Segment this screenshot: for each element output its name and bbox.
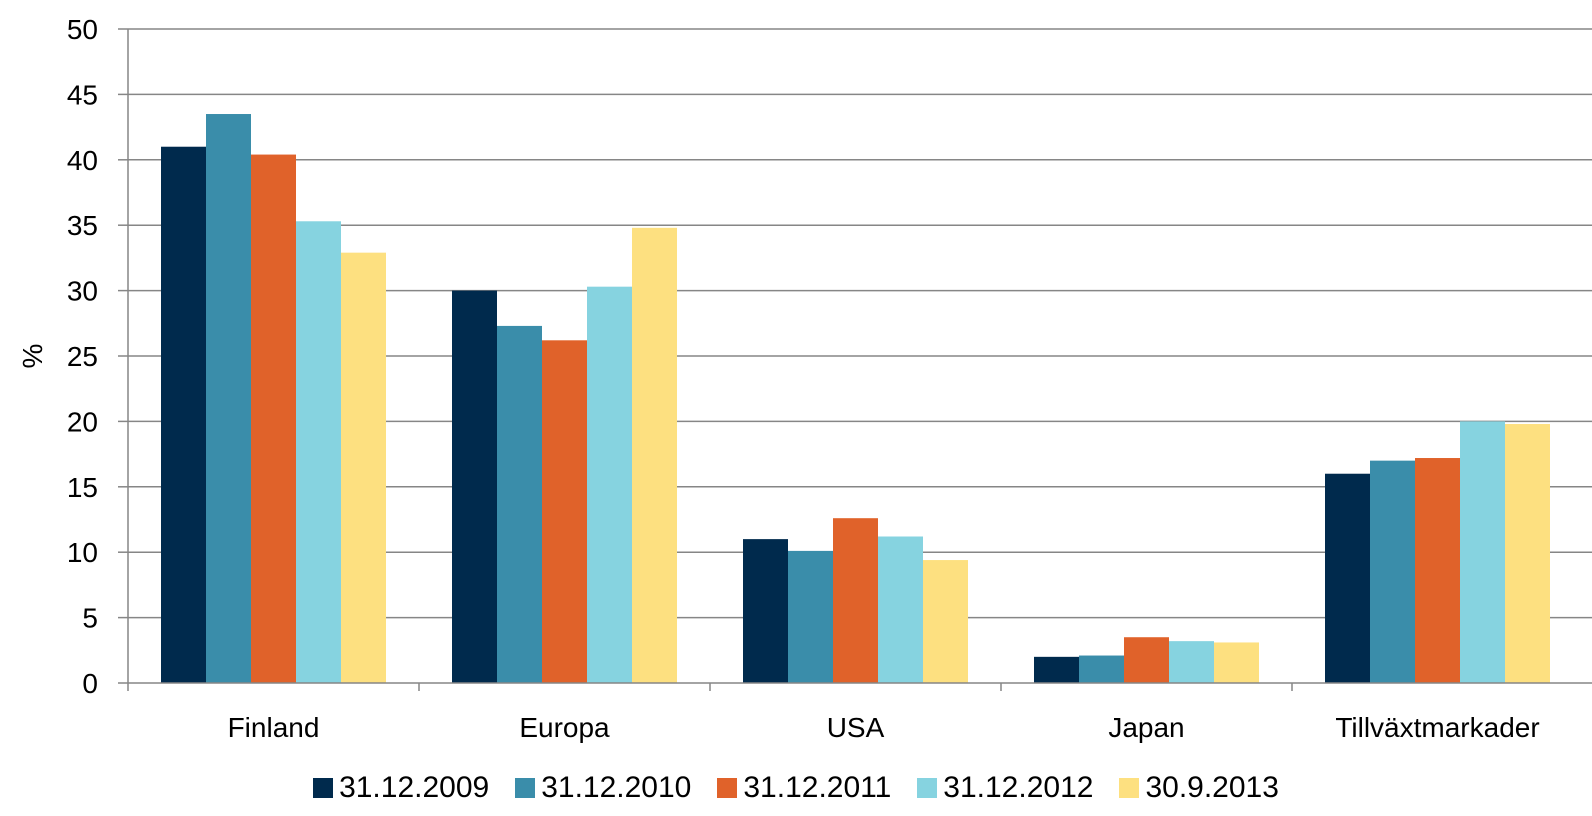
bar xyxy=(923,560,968,683)
legend-label: 30.9.2013 xyxy=(1145,771,1279,804)
bar xyxy=(341,252,386,683)
y-tick-labels: 0 5 10 15 20 25 30 35 40 45 50 xyxy=(67,14,98,699)
y-tick-label: 35 xyxy=(67,210,98,241)
bars xyxy=(161,114,1550,684)
x-category-label: Tillväxtmarkader xyxy=(1335,712,1539,743)
y-tick-label: 10 xyxy=(67,537,98,568)
bar xyxy=(542,340,587,683)
legend-item: 31.12.2012 xyxy=(917,771,1093,805)
bar xyxy=(251,154,296,683)
y-tick-label: 30 xyxy=(67,276,98,307)
legend-label: 31.12.2009 xyxy=(339,771,490,804)
y-tick-label: 0 xyxy=(82,668,98,699)
bar xyxy=(788,550,833,683)
legend-swatch xyxy=(717,778,738,798)
legend-item: 30.9.2013 xyxy=(1119,771,1279,805)
legend-swatch xyxy=(515,778,536,798)
legend-item: 31.12.2011 xyxy=(717,771,891,805)
x-category-labels: Finland Europa USA Japan Tillväxtmarkader xyxy=(228,712,1540,743)
bar xyxy=(1415,458,1460,683)
legend: 31.12.2009 31.12.2010 31.12.2011 31.12.2012… xyxy=(0,760,1592,816)
legend-item: 31.12.2010 xyxy=(515,771,691,805)
bar xyxy=(587,286,632,683)
bar xyxy=(1079,655,1124,683)
bar xyxy=(497,325,542,683)
y-tick-label: 40 xyxy=(67,145,98,176)
legend-swatch xyxy=(313,778,334,798)
y-tick-label: 20 xyxy=(67,406,98,437)
y-tick-label: 50 xyxy=(67,14,98,45)
y-tick-label: 25 xyxy=(67,341,98,372)
bar xyxy=(833,518,878,683)
bar xyxy=(296,221,341,683)
legend-label: 31.12.2011 xyxy=(743,771,892,804)
x-category-label: USA xyxy=(827,712,885,743)
y-tick-label: 45 xyxy=(67,79,98,110)
axes xyxy=(118,28,1592,691)
legend-label: 31.12.2012 xyxy=(943,771,1094,804)
bar xyxy=(452,290,497,683)
bar xyxy=(1460,421,1505,683)
y-axis-title: % xyxy=(17,344,48,369)
bar xyxy=(1505,424,1550,683)
x-category-label: Europa xyxy=(519,712,610,743)
legend-swatch xyxy=(1119,778,1140,798)
y-tick-label: 15 xyxy=(67,472,98,503)
bar xyxy=(743,539,788,683)
y-tick-label: 5 xyxy=(82,603,98,634)
bar xyxy=(1325,473,1370,683)
bar xyxy=(1370,460,1415,683)
bar xyxy=(632,227,677,684)
bar xyxy=(206,114,251,683)
bar xyxy=(1169,641,1214,683)
bar xyxy=(1034,656,1079,683)
bar xyxy=(161,146,206,684)
bar xyxy=(1124,637,1169,683)
legend-label: 31.12.2010 xyxy=(541,771,692,804)
x-category-label: Japan xyxy=(1108,712,1184,743)
bar-chart: 0 5 10 15 20 25 30 35 40 45 50 Finland Europa USA Jap… xyxy=(17,14,1592,743)
legend-item: 31.12.2009 xyxy=(313,771,489,805)
bar xyxy=(878,536,923,683)
x-category-label: Finland xyxy=(228,712,320,743)
legend-swatch xyxy=(917,778,938,798)
bar xyxy=(1214,642,1259,683)
